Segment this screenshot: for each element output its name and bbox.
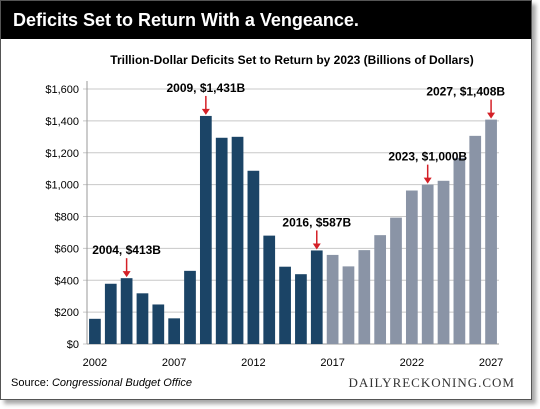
bar-2025: [453, 157, 466, 344]
bar-2005: [136, 293, 149, 344]
bar-2008: [184, 270, 196, 344]
bar-2017: [326, 254, 339, 344]
bar-2020: [374, 235, 387, 344]
bar-2018: [342, 266, 355, 344]
bar-2015: [295, 274, 307, 344]
y-tick-label: $800: [55, 212, 79, 224]
bar-2006: [152, 304, 165, 344]
bar-2023: [421, 184, 434, 344]
bar-2003: [104, 283, 117, 344]
bar-2010: [215, 137, 228, 344]
annotation-label-2023: 2023, $1,000B: [388, 150, 467, 164]
annotation-label-2027: 2027, $1,408B: [426, 85, 505, 99]
y-tick-label: $600: [55, 243, 79, 255]
annotation-label-2004: 2004, $413B: [92, 243, 161, 257]
y-tick-label: $0: [67, 339, 79, 351]
annotation-arrowhead-2009: [201, 108, 210, 115]
y-tick-label: $400: [55, 275, 79, 287]
bar-2004: [120, 278, 133, 344]
bar-2022: [405, 190, 418, 344]
bar-2014: [279, 266, 291, 344]
bar-2012: [247, 170, 260, 344]
bar-2021: [390, 217, 402, 344]
source-note: Source: Congressional Budget Office: [11, 377, 192, 389]
bar-2016: [310, 250, 323, 344]
annotation-arrowhead-2023: [423, 177, 432, 184]
x-tick-label: 2002: [83, 357, 107, 369]
x-tick-label: 2027: [479, 357, 503, 369]
y-tick-label: $1,600: [45, 84, 79, 96]
y-tick-label: $200: [55, 307, 79, 319]
chart-title: Trillion-Dollar Deficits Set to Return b…: [110, 53, 473, 67]
bar-2002: [89, 318, 101, 344]
bar-2011: [231, 136, 244, 344]
chart-frame: Deficits Set to Return With a Vengeance.…: [0, 0, 532, 400]
bar-2009: [199, 115, 212, 344]
bar-2013: [263, 235, 276, 344]
x-tick-label: 2017: [320, 357, 344, 369]
annotation-label-2016: 2016, $587B: [282, 215, 351, 229]
banner-title: Deficits Set to Return With a Vengeance.: [1, 1, 531, 39]
bar-2007: [168, 318, 181, 344]
x-tick-label: 2022: [400, 357, 424, 369]
annotation-arrowhead-2016: [312, 243, 321, 250]
bar-chart: Trillion-Dollar Deficits Set to Return b…: [45, 53, 505, 369]
annotation-arrowhead-2004: [122, 271, 131, 278]
y-tick-label: $1,200: [45, 148, 79, 160]
bar-2019: [358, 250, 371, 344]
source-text: Congressional Budget Office: [51, 377, 193, 389]
bar-2026: [469, 135, 482, 344]
x-tick-label: 2012: [241, 357, 265, 369]
bar-2024: [437, 180, 450, 344]
bar-2027: [485, 119, 497, 344]
brand-watermark: DAILYRECKONING.COM: [348, 375, 515, 390]
y-tick-label: $1,400: [45, 116, 79, 128]
annotation-label-2009: 2009, $1,431B: [166, 81, 245, 95]
x-tick-label: 2007: [162, 357, 186, 369]
source-label: Source:: [11, 377, 49, 389]
y-tick-label: $1,000: [45, 180, 79, 192]
annotation-arrowhead-2027: [487, 112, 496, 119]
